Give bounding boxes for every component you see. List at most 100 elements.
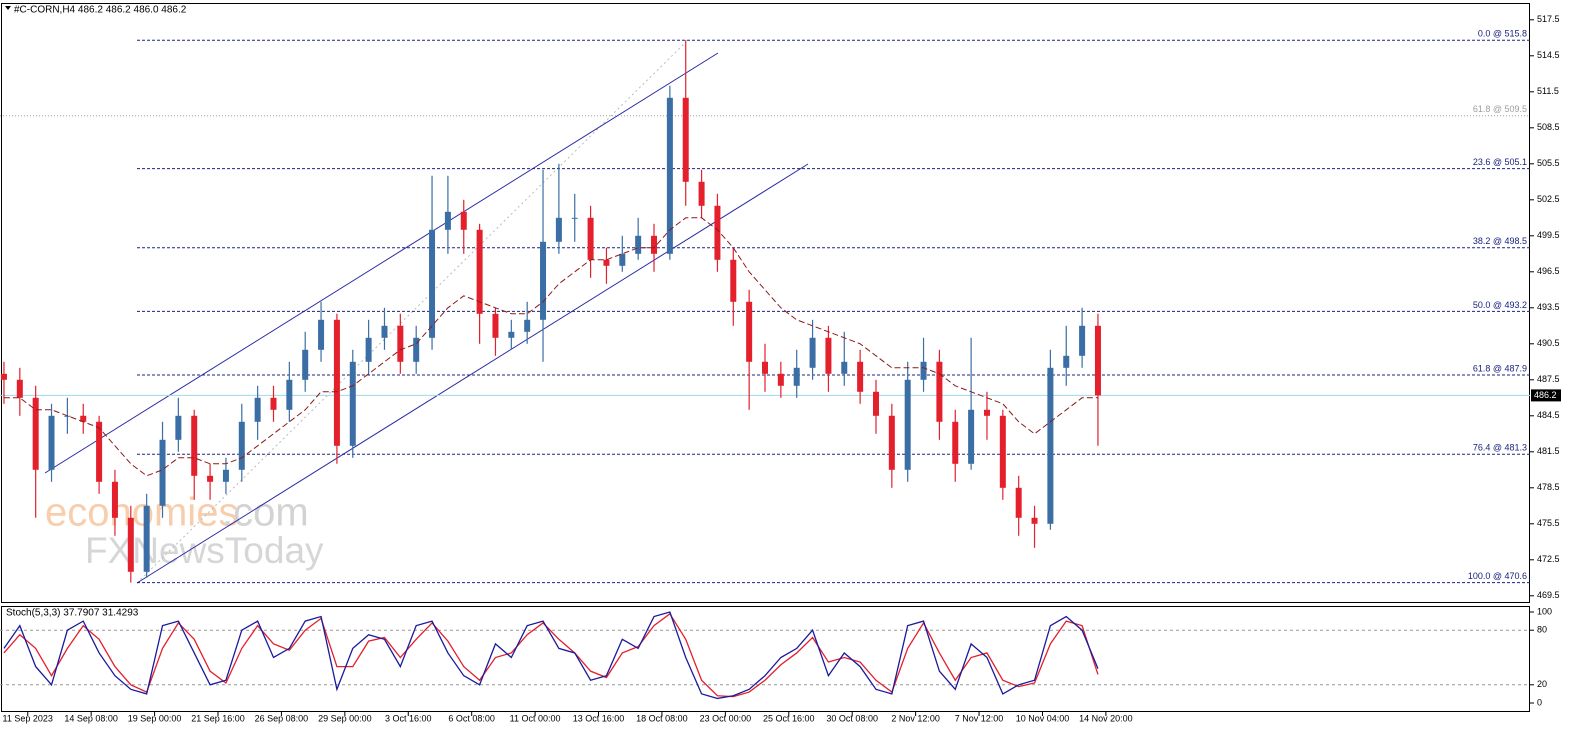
candle-body <box>1015 487 1022 518</box>
candle-body <box>666 97 673 254</box>
candle-body <box>920 361 927 380</box>
candle-body <box>238 421 245 470</box>
y-tick-label: 499.5 <box>1537 230 1560 240</box>
last-price-label: 486.2 <box>1534 390 1557 400</box>
candle-body <box>904 379 911 470</box>
candle-body <box>191 415 198 476</box>
x-tick-label: 18 Oct 08:00 <box>636 713 688 723</box>
candle-body <box>825 337 832 374</box>
candle-body <box>603 259 610 266</box>
candle-body <box>429 229 436 338</box>
fib-label: 50.0 @ 493.2 <box>1473 300 1527 310</box>
moving-average <box>3 217 1098 477</box>
candle-body <box>587 217 594 260</box>
candle-body <box>540 241 547 320</box>
y-tick-label: 496.5 <box>1537 266 1560 276</box>
candle-body <box>444 211 451 230</box>
candle-body <box>619 253 626 266</box>
candle-body <box>1063 355 1070 368</box>
x-tick-label: 14 Sep 08:00 <box>64 713 118 723</box>
candle-body <box>714 205 721 260</box>
main-frame <box>1 3 1530 603</box>
candle-body <box>32 397 39 470</box>
candle-body <box>651 235 658 254</box>
y-tick-label: 502.5 <box>1537 194 1560 204</box>
y-tick-label: 514.5 <box>1537 50 1560 60</box>
x-tick-label: 3 Oct 16:00 <box>385 713 432 723</box>
fib-label: 23.6 @ 505.1 <box>1473 157 1527 167</box>
x-tick-label: 14 Nov 20:00 <box>1079 713 1133 723</box>
x-tick-label: 23 Oct 00:00 <box>700 713 752 723</box>
candle-body <box>888 415 895 470</box>
candle-body <box>1094 325 1101 396</box>
candle-body <box>270 397 277 410</box>
candle-body <box>777 373 784 386</box>
candle-body <box>96 421 103 482</box>
fib-label: 61.8 @ 509.5 <box>1473 104 1527 114</box>
trend-guide <box>136 41 687 584</box>
candle-body <box>1031 517 1038 524</box>
candle-body <box>175 415 182 440</box>
candle-body <box>793 367 800 386</box>
y-tick-label: 487.5 <box>1537 374 1560 384</box>
candle-body <box>682 97 689 182</box>
candle-body <box>746 301 753 362</box>
candle-body <box>999 415 1006 488</box>
fib-label: 38.2 @ 498.5 <box>1473 236 1527 246</box>
y-tick-label: 481.5 <box>1537 446 1560 456</box>
candle-body <box>159 439 166 506</box>
last-price-box <box>1531 389 1561 402</box>
candle-body <box>286 379 293 410</box>
candle-body <box>730 259 737 302</box>
candle-body <box>476 229 483 314</box>
stoch-frame <box>1 606 1530 712</box>
candle-body <box>872 391 879 416</box>
candle-body <box>397 325 404 362</box>
candle-body <box>222 469 229 482</box>
y-tick-label: 472.5 <box>1537 554 1560 564</box>
candle-body <box>413 337 420 362</box>
x-tick-label: 26 Sep 08:00 <box>255 713 309 723</box>
y-tick-label: 484.5 <box>1537 410 1560 420</box>
candle-body <box>111 481 118 518</box>
y-tick-label: 505.5 <box>1537 158 1560 168</box>
x-tick-label: 7 Nov 12:00 <box>955 713 1004 723</box>
candle-body <box>349 361 356 446</box>
candle-body <box>381 325 388 338</box>
y-tick-label: 80 <box>1537 625 1547 635</box>
candle-body <box>555 217 562 242</box>
y-tick-label: 490.5 <box>1537 338 1560 348</box>
x-tick-label: 2 Nov 12:00 <box>891 713 940 723</box>
symbol-icon <box>5 6 11 10</box>
candle-body <box>809 337 816 368</box>
candle-body <box>48 415 55 470</box>
candle-body <box>524 319 531 332</box>
y-tick-label: 517.5 <box>1537 14 1560 24</box>
x-tick-label: 13 Oct 16:00 <box>573 713 625 723</box>
candle-body <box>968 409 975 464</box>
x-tick-label: 10 Nov 04:00 <box>1016 713 1070 723</box>
x-tick-label: 11 Oct 00:00 <box>510 713 561 723</box>
x-tick-label: 6 Oct 08:00 <box>448 713 495 723</box>
candle-body <box>492 313 499 338</box>
y-tick-label: 20 <box>1537 679 1547 689</box>
x-tick-label: 11 Sep 2023 <box>3 713 53 723</box>
watermark-text: economies <box>45 491 238 535</box>
x-tick-label: 19 Sep 00:00 <box>128 713 182 723</box>
candle-body <box>1047 367 1054 524</box>
stoch-line <box>3 612 1099 698</box>
fib-label: 61.8 @ 487.9 <box>1473 363 1527 373</box>
candle-body <box>698 181 705 206</box>
fib-label: 100.0 @ 470.6 <box>1468 571 1527 581</box>
candle-body <box>80 415 87 422</box>
x-tick-label: 25 Oct 16:00 <box>763 713 815 723</box>
x-tick-label: 29 Sep 00:00 <box>318 713 372 723</box>
stoch-line <box>3 611 1099 700</box>
candle-body <box>318 319 325 350</box>
y-tick-label: 493.5 <box>1537 302 1560 312</box>
candle-body <box>254 397 261 422</box>
watermark-text: FXNewsToday <box>85 530 324 571</box>
y-tick-label: 0 <box>1537 697 1542 707</box>
candle-body <box>143 505 150 572</box>
